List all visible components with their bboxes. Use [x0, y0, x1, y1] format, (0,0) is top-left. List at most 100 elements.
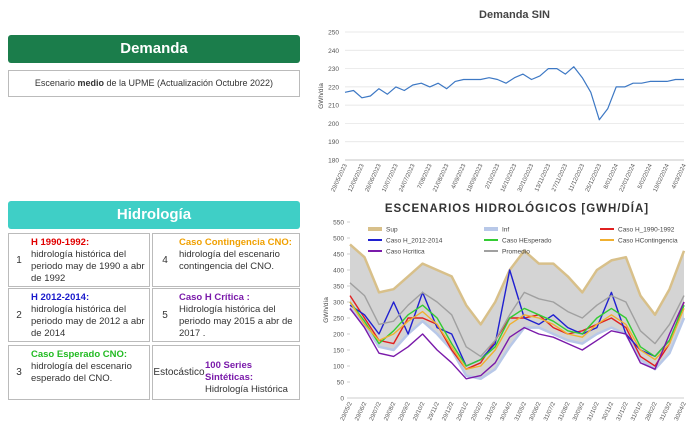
legend-label: Caso H_2012-2014	[386, 238, 443, 245]
cell-heading: :	[85, 292, 90, 303]
x-tick-label: 31/03/2	[659, 401, 673, 422]
x-tick-label: 31/12/2	[616, 401, 630, 422]
y-tick-label: 300	[333, 300, 344, 307]
cell-heading: :	[243, 292, 250, 303]
cell-heading: H 1990-1992	[31, 237, 86, 248]
demanda-banner: Demanda	[8, 35, 300, 63]
x-tick-label: 11/12/2023	[568, 163, 586, 193]
series-line	[349, 301, 685, 380]
scenario-text: de la UPME (Actualización Octubre 2022)	[103, 78, 274, 88]
x-tick-label: 30/11/2	[601, 401, 615, 422]
legend-label: Sup	[386, 227, 398, 234]
cell-text: Caso Esperado CNO: hidrología del escenar…	[31, 349, 146, 385]
series-line	[349, 243, 686, 326]
x-tick-label: 18/09/2023	[466, 163, 484, 193]
cell-desc: hidrología del escenario esperado del CN…	[31, 361, 132, 384]
cell-number: 2	[16, 309, 22, 321]
cell-number: 5	[162, 309, 168, 321]
y-tick-label: 400	[333, 268, 344, 275]
y-tick-label: 100	[333, 364, 344, 371]
x-tick-label: 29/12/2	[442, 401, 456, 422]
scenario-text: Escenario	[34, 78, 78, 88]
y-tick-label: 0	[340, 396, 344, 403]
legend-label: Caso Hcritica	[386, 249, 425, 256]
x-tick-label: 16/10/2023	[500, 163, 518, 193]
x-tick-label: 26/06/2023	[365, 163, 383, 193]
cell-number: 4	[162, 254, 168, 266]
y-tick-label: 550	[333, 220, 344, 227]
x-tick-label: 29/06/2	[354, 401, 368, 422]
y-tick-label: 200	[333, 332, 344, 339]
cell-desc: Hidrología histórica del periodo may 201…	[179, 304, 293, 339]
y-tick-label: 250	[328, 30, 339, 37]
x-tick-label: 29/05/2023	[331, 163, 349, 193]
legend-label: Caso HContingencia	[618, 238, 678, 245]
x-tick-label: 10/07/2023	[382, 163, 400, 193]
y-axis-label: GWh/día	[318, 83, 325, 109]
series-line	[349, 301, 685, 370]
cell-text: Caso Contingencia CNO: hidrología del esc…	[179, 237, 296, 273]
series-line	[349, 295, 685, 370]
x-tick-label: 4/03/2024	[671, 163, 688, 190]
x-tick-label: 31/01/2	[630, 401, 644, 422]
series-line	[344, 66, 684, 121]
scenario-cell: 5 Caso H Crítica : Hidrología histórica de…	[152, 288, 300, 342]
y-tick-label: 450	[333, 252, 344, 259]
x-tick-label: 22/01/2024	[619, 163, 637, 193]
y-tick-label: 190	[328, 139, 339, 146]
cell-heading: Caso Esperado CNO	[31, 349, 124, 360]
scenario-cell: 4 Caso Contingencia CNO: hidrología del es…	[152, 233, 300, 287]
y-tick-label: 240	[328, 48, 339, 55]
cell-desc: hidrología histórica del periodo may de …	[31, 304, 145, 339]
x-tick-label: 30/10/2023	[517, 163, 535, 193]
cell-heading: 100 Series Sintéticas	[205, 360, 253, 383]
y-tick-label: 230	[328, 66, 339, 73]
cell-number: 3	[16, 367, 22, 378]
cell-number: Estocástico	[153, 367, 205, 378]
series-line	[349, 301, 685, 367]
legend-label: Caso H_1990-1992	[618, 227, 675, 234]
y-tick-label: 210	[328, 103, 339, 110]
scenario-box: Escenario medio de la UPME (Actualizació…	[8, 70, 300, 97]
y-tick-label: 350	[333, 284, 344, 291]
cell-heading: Caso H Crítica	[179, 292, 244, 303]
x-tick-label: 28/02/2	[645, 401, 659, 422]
x-tick-label: 2/10/2023	[485, 163, 502, 190]
x-tick-label: 31/10/2	[587, 401, 601, 422]
x-tick-label: 24/07/2023	[398, 163, 416, 193]
x-tick-label: 30/06/2	[529, 401, 543, 422]
cell-heading: :	[123, 349, 128, 360]
x-tick-label: 29/07/2	[369, 401, 383, 422]
cell-heading: H 2012-2014	[31, 292, 86, 303]
hidrologia-banner: Hidrología	[8, 201, 300, 229]
x-tick-label: 31/08/2	[558, 401, 572, 422]
cell-text: Caso H Crítica : Hidrología histórica del…	[179, 292, 296, 340]
chart-title: ESCENARIOS HIDROLÓGICOS [GWH/DÍA]	[385, 202, 649, 215]
series-line	[349, 282, 685, 358]
x-tick-label: 29/09/2	[398, 401, 412, 422]
x-tick-label: 8/01/2024	[603, 163, 620, 190]
chart-title: Demanda SIN	[479, 9, 550, 21]
x-tick-label: 30/04/2	[674, 401, 688, 422]
y-tick-label: 180	[328, 158, 339, 165]
cell-number: 1	[16, 254, 22, 266]
y-tick-label: 50	[337, 380, 345, 387]
x-tick-label: 12/06/2023	[348, 163, 366, 193]
cell-text: H 2012-2014: hidrología histórica del per…	[31, 292, 146, 340]
x-tick-label: 30/04/2	[500, 401, 514, 422]
scenario-cell: Estocástico 100 Series Sintéticas: Hidrolo…	[152, 345, 300, 400]
area	[350, 308, 684, 398]
x-tick-label: 30/09/2	[572, 401, 586, 422]
cell-desc: Hidrología Histórica	[205, 384, 288, 395]
x-tick-label: 5/02/2024	[637, 163, 654, 190]
x-tick-label: 29/08/2	[383, 401, 397, 422]
x-tick-label: 29/10/2	[413, 401, 427, 422]
cell-heading: :	[85, 237, 90, 248]
y-tick-label: 500	[333, 236, 344, 243]
legend-label: Inf	[502, 227, 509, 234]
y-tick-label: 150	[333, 348, 344, 355]
scenario-text: medio	[77, 78, 104, 88]
x-tick-label: 31/05/2	[514, 401, 528, 422]
scenario-cell: 1 H 1990-1992: hidrología histórica del pe…	[8, 233, 150, 287]
